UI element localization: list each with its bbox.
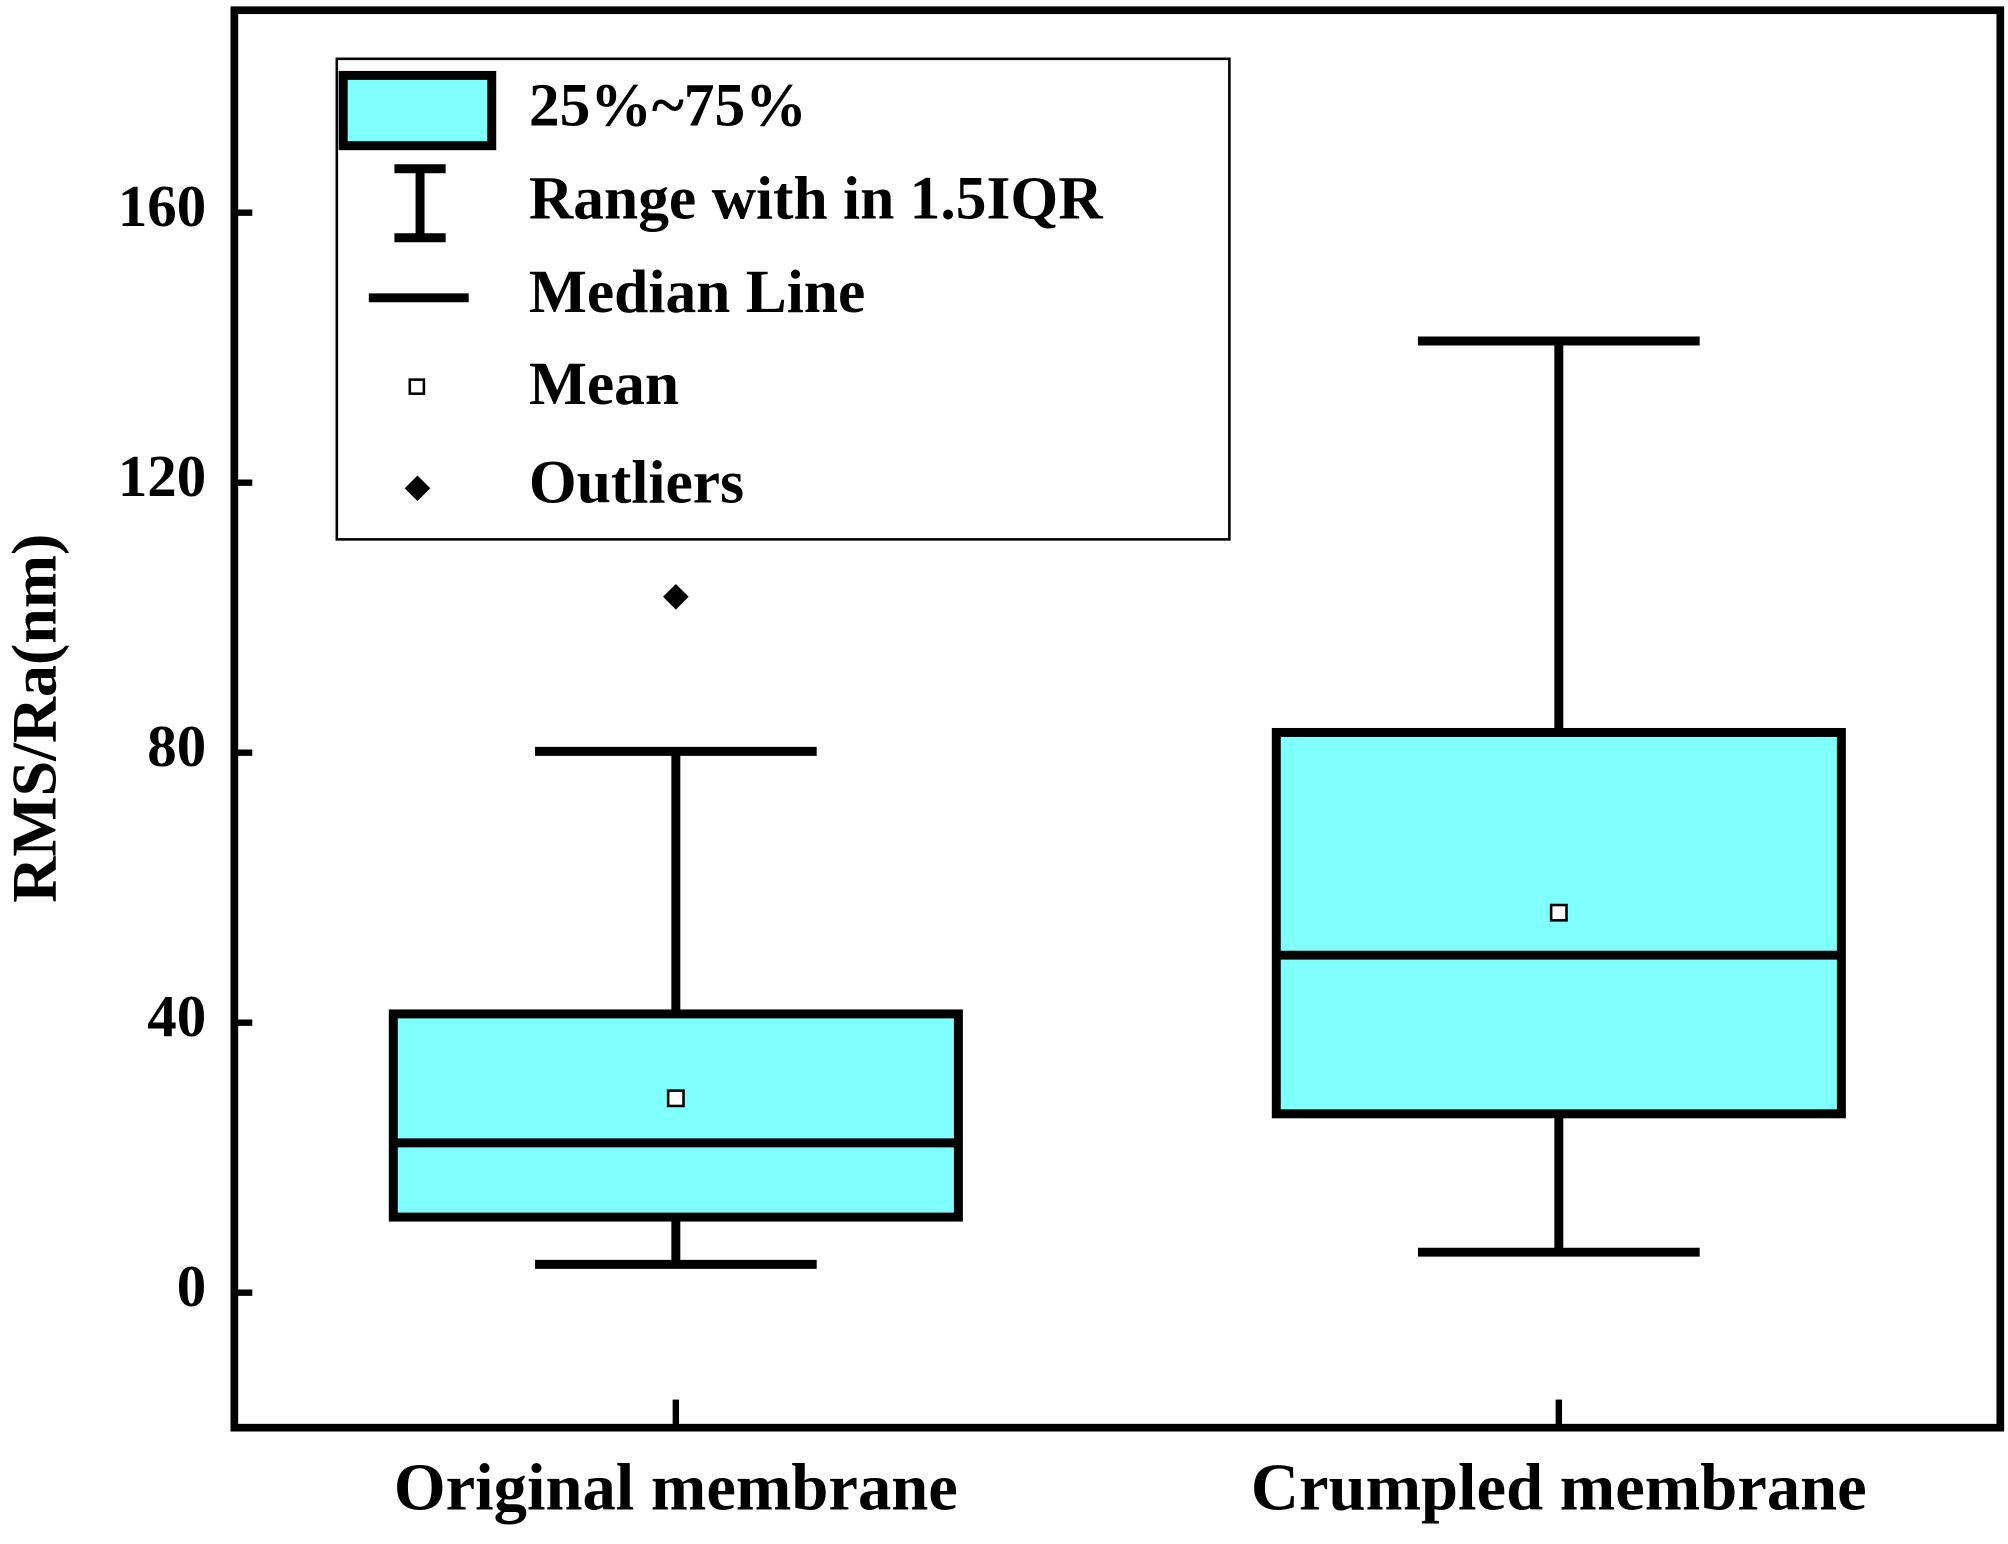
legend-label: Range with in 1.5IQR	[529, 165, 1103, 233]
legend-label: Median Line	[529, 258, 865, 326]
legend-box-icon	[338, 70, 497, 151]
y-tick-label: 40	[147, 984, 206, 1049]
legend-label: 25%~75%	[529, 71, 807, 139]
y-tick-label: 80	[147, 714, 206, 779]
box	[1271, 727, 1846, 1119]
x-tick-label: Crumpled membrane	[1251, 1451, 1867, 1524]
y-tick-label: 0	[177, 1254, 206, 1319]
y-tick-label: 160	[118, 174, 206, 239]
box	[388, 1009, 963, 1222]
legend-mean-icon	[408, 378, 426, 395]
legend-label: Mean	[529, 350, 679, 418]
y-axis-label: RMS/Ra(nm)	[0, 534, 70, 903]
mean-marker	[1549, 903, 1568, 922]
legend-label: Outliers	[529, 448, 744, 516]
plot-frame	[230, 6, 2005, 1432]
mean-marker	[666, 1089, 685, 1108]
x-tick-label: Original membrane	[394, 1451, 958, 1524]
legend-whisker-icon	[394, 164, 446, 243]
y-tick-label: 120	[118, 444, 206, 509]
outlier	[663, 584, 689, 610]
